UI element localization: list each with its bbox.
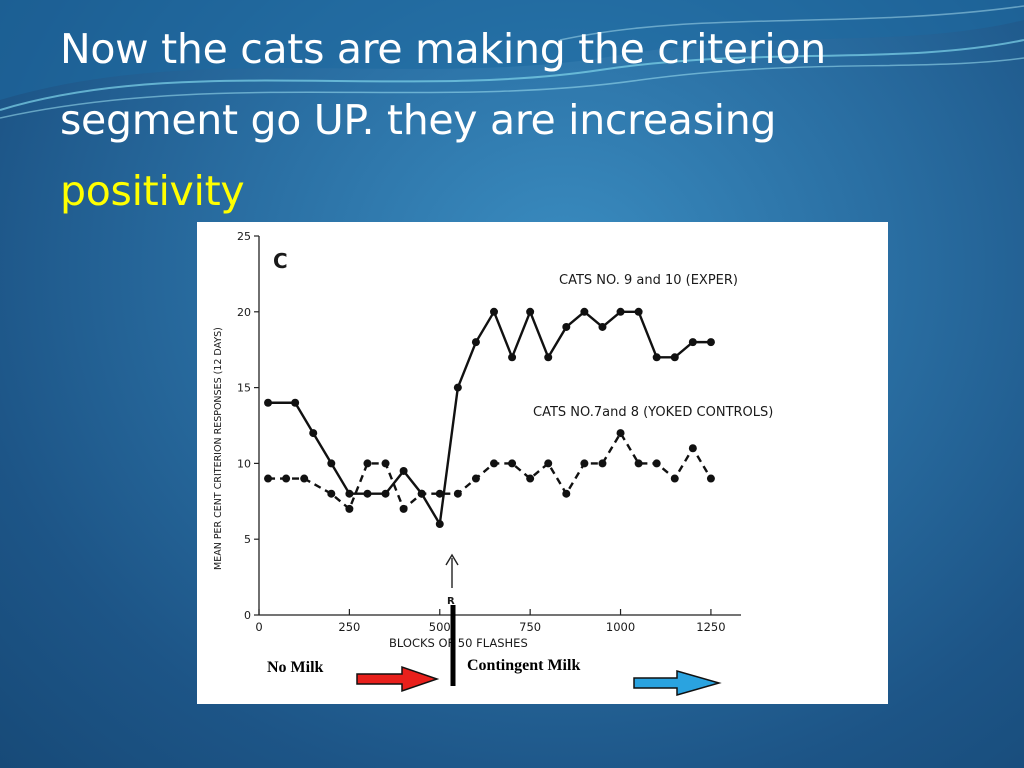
data-point-exper (435, 520, 444, 529)
y-tick-label: 25 (237, 230, 251, 243)
reinforcement-arrow (445, 553, 459, 588)
data-point-yoked (544, 459, 553, 468)
data-point-yoked (616, 429, 625, 438)
data-point-exper (264, 398, 273, 407)
data-point-yoked (435, 489, 444, 498)
data-point-exper (345, 489, 354, 498)
data-point-yoked (490, 459, 498, 468)
data-point-yoked (363, 459, 372, 468)
data-point-exper (291, 398, 300, 407)
data-point-exper (670, 353, 679, 362)
data-point-yoked (526, 474, 535, 483)
y-tick-label: 5 (244, 533, 251, 546)
data-point-yoked (264, 474, 273, 483)
y-tick-label: 10 (237, 457, 251, 470)
data-point-exper (688, 338, 697, 347)
x-tick-label: 500 (429, 620, 451, 634)
x-tick-label: 1250 (696, 620, 725, 634)
data-point-yoked (381, 459, 390, 468)
x-axis-label: BLOCKS OF 50 FLASHES (389, 636, 528, 650)
data-point-yoked (652, 459, 661, 468)
data-point-yoked (688, 444, 697, 453)
x-tick-label: 1000 (606, 620, 635, 634)
data-point-exper (598, 322, 607, 331)
y-axis-label: MEAN PER CENT CRITERION RESPONSES (12 DA… (213, 327, 224, 570)
data-point-exper (544, 353, 553, 362)
data-point-exper (580, 307, 589, 316)
background-wave-decoration (0, 0, 1024, 119)
x-tick-label: 250 (338, 620, 360, 634)
data-point-yoked (580, 459, 589, 468)
data-point-exper (381, 489, 390, 498)
slide-title-highlight: positivity (60, 167, 245, 215)
data-point-yoked (300, 474, 309, 483)
data-point-yoked (706, 474, 715, 483)
data-point-exper (508, 353, 517, 362)
panel-label: C (273, 249, 288, 273)
data-point-exper (471, 338, 480, 347)
data-point-exper (309, 429, 318, 438)
data-point-exper (562, 322, 571, 331)
data-point-yoked (562, 489, 571, 498)
data-point-yoked (634, 459, 643, 468)
x-tick-label: 0 (255, 620, 262, 634)
data-point-exper (616, 307, 625, 316)
data-point-exper (526, 307, 535, 316)
contingent-milk-label: Contingent Milk (467, 657, 580, 674)
data-point-exper (399, 466, 408, 475)
slide-title-text: Now the cats are making the criterion se… (60, 25, 826, 144)
legend-label-exper: CATS NO. 9 and 10 (EXPER) (559, 273, 738, 288)
data-point-exper (363, 489, 372, 498)
red-arrow (356, 665, 440, 693)
data-point-yoked (508, 459, 517, 468)
data-point-exper (327, 459, 336, 468)
data-point-exper (634, 307, 643, 316)
data-point-yoked (417, 489, 426, 498)
x-tick-label: 750 (519, 620, 541, 634)
data-point-exper (453, 383, 462, 392)
data-point-exper (490, 307, 498, 316)
blue-arrow (633, 670, 722, 696)
legend-label-yoked: CATS NO.7and 8 (YOKED CONTROLS) (533, 405, 773, 420)
data-point-yoked (453, 489, 462, 498)
reinforcement-marker-label: R (447, 596, 455, 607)
no-milk-label: No Milk (267, 659, 324, 676)
data-point-exper (706, 338, 715, 347)
data-point-yoked (598, 459, 607, 468)
y-tick-label: 15 (237, 382, 251, 395)
slide-title: Now the cats are making the criterion se… (60, 14, 960, 227)
data-point-yoked (345, 504, 354, 513)
chart-figure: 0 5 10 15 20 25 0 250 500 750 1000 1250 C CATS NO. … (197, 222, 888, 704)
data-point-yoked (327, 489, 336, 498)
data-point-exper (652, 353, 661, 362)
data-point-yoked (471, 474, 480, 483)
y-tick-label: 20 (237, 306, 251, 319)
y-tick-label: 0 (244, 609, 251, 622)
data-point-yoked (670, 474, 679, 483)
data-point-yoked (399, 504, 408, 513)
data-point-yoked (282, 474, 291, 483)
